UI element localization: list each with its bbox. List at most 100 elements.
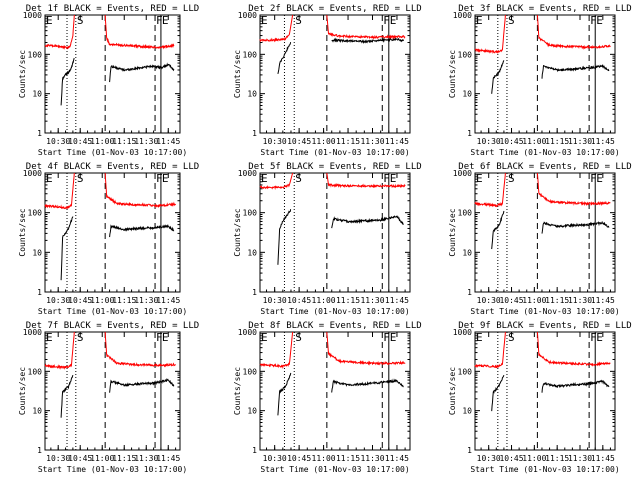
panel-7: Det 7f BLACK = Events, RED = LLD 1 10 100 10…: [18, 321, 199, 474]
x-axis-label: Start Time (01-Nov-03 10:17:00): [260, 307, 409, 316]
x-tick-label: 10:30: [46, 454, 70, 463]
y-axis-label: Counts/sec: [233, 50, 242, 98]
lld-series-line: [536, 14, 611, 50]
lld-series-line: [474, 331, 506, 369]
y-tick-label: 10: [247, 407, 257, 416]
marker-label-E: E: [596, 172, 603, 185]
plot-frame: [259, 172, 411, 293]
marker-label-S: S: [77, 172, 84, 185]
y-tick-label: 10: [462, 90, 472, 99]
x-axis-label: Start Time (01-Nov-03 10:17:00): [38, 148, 187, 157]
marker-label-F: F: [590, 172, 597, 185]
events-series-line: [60, 57, 75, 106]
x-tick-label: 10:30: [477, 137, 501, 146]
x-tick-label: 11:45: [385, 454, 409, 463]
y-tick-label: 1000: [23, 11, 42, 20]
y-axis-label: Counts/sec: [18, 50, 27, 98]
x-tick-label: 10:30: [46, 137, 70, 146]
marker-label-S: S: [508, 172, 515, 185]
x-tick-label: 11:30: [360, 137, 384, 146]
lld-series-line: [44, 331, 75, 370]
panel-1: Det 1f BLACK = Events, RED = LLD 1 10 100 10…: [18, 4, 199, 157]
x-tick-label: 11:45: [591, 137, 615, 146]
y-tick-label: 1000: [23, 328, 42, 337]
lld-series-line: [474, 172, 506, 208]
marker-label-E: E: [596, 331, 603, 344]
y-tick-label: 10: [32, 407, 42, 416]
y-axis-label: Counts/sec: [448, 367, 457, 415]
panel-title: Det 2f BLACK = Events, RED = LLD: [248, 4, 421, 14]
x-tick-label: 10:45: [287, 296, 311, 305]
marker-label-S: S: [295, 14, 302, 27]
x-tick-label: 11:15: [336, 296, 360, 305]
panel-8: Det 8f BLACK = Events, RED = LLD 1 10 100 10…: [233, 321, 422, 474]
x-tick-label: 10:45: [68, 137, 92, 146]
marker-label-F: F: [156, 331, 163, 344]
x-tick-label: 11:00: [90, 454, 114, 463]
x-tick-label: 11:00: [312, 454, 336, 463]
lld-series-line: [326, 14, 406, 40]
y-tick-label: 100: [28, 367, 43, 376]
lld-series-line: [474, 14, 506, 54]
x-axis-label: Start Time (01-Nov-03 10:17:00): [38, 307, 187, 316]
panel-title: Det 8f BLACK = Events, RED = LLD: [248, 321, 421, 331]
x-tick-label: 11:15: [545, 296, 569, 305]
plot-frame: [474, 172, 616, 293]
x-tick-label: 11:15: [336, 454, 360, 463]
y-tick-label: 1: [467, 129, 472, 138]
marker-label-E: E: [261, 14, 268, 27]
marker-label-E: E: [162, 172, 169, 185]
panel-2: Det 2f BLACK = Events, RED = LLD 1 10 100 10…: [233, 4, 422, 157]
x-tick-label: 10:30: [263, 454, 287, 463]
panel-title: Det 7f BLACK = Events, RED = LLD: [26, 321, 199, 331]
y-tick-label: 1000: [453, 169, 472, 178]
lld-series-line: [326, 172, 406, 189]
marker-label-S: S: [508, 331, 515, 344]
marker-label-F: F: [590, 14, 597, 27]
marker-label-F: F: [383, 172, 390, 185]
y-tick-label: 1000: [453, 328, 472, 337]
marker-label-E: E: [261, 172, 268, 185]
x-tick-label: 11:30: [134, 296, 158, 305]
marker-label-F: F: [590, 331, 597, 344]
x-tick-label: 11:00: [522, 296, 546, 305]
events-series-line: [331, 37, 404, 44]
x-axis-label: Start Time (01-Nov-03 10:17:00): [470, 465, 619, 474]
x-tick-label: 11:15: [112, 296, 136, 305]
lld-series-line: [104, 331, 176, 368]
events-series-line: [277, 209, 292, 265]
marker-label-E: E: [390, 14, 397, 27]
x-axis-label: Start Time (01-Nov-03 10:17:00): [470, 307, 619, 316]
x-tick-label: 11:45: [385, 296, 409, 305]
y-tick-label: 100: [28, 209, 43, 218]
marker-label-E: E: [476, 331, 483, 344]
y-axis-label: Counts/sec: [18, 367, 27, 415]
lld-series-line: [44, 172, 75, 210]
panel-title: Det 9f BLACK = Events, RED = LLD: [458, 321, 631, 331]
events-series-line: [277, 42, 292, 75]
x-tick-label: 11:45: [156, 296, 180, 305]
x-axis-label: Start Time (01-Nov-03 10:17:00): [260, 465, 409, 474]
x-tick-label: 11:00: [90, 137, 114, 146]
x-tick-label: 11:15: [112, 137, 136, 146]
y-tick-label: 100: [458, 367, 473, 376]
marker-label-S: S: [77, 331, 84, 344]
x-tick-label: 10:45: [68, 454, 92, 463]
x-tick-label: 11:30: [360, 296, 384, 305]
y-tick-label: 10: [32, 248, 42, 257]
marker-label-E: E: [261, 331, 268, 344]
y-tick-label: 100: [243, 50, 258, 59]
plot-frame: [474, 331, 616, 451]
events-series-line: [331, 215, 404, 229]
x-tick-label: 10:45: [499, 296, 523, 305]
x-tick-label: 11:00: [522, 454, 546, 463]
y-tick-label: 10: [462, 248, 472, 257]
x-tick-label: 11:15: [336, 137, 360, 146]
plot-frame: [44, 331, 181, 451]
y-tick-label: 1: [467, 446, 472, 455]
marker-label-S: S: [295, 172, 302, 185]
marker-label-F: F: [156, 14, 163, 27]
x-tick-label: 10:45: [287, 454, 311, 463]
marker-label-F: F: [383, 331, 390, 344]
